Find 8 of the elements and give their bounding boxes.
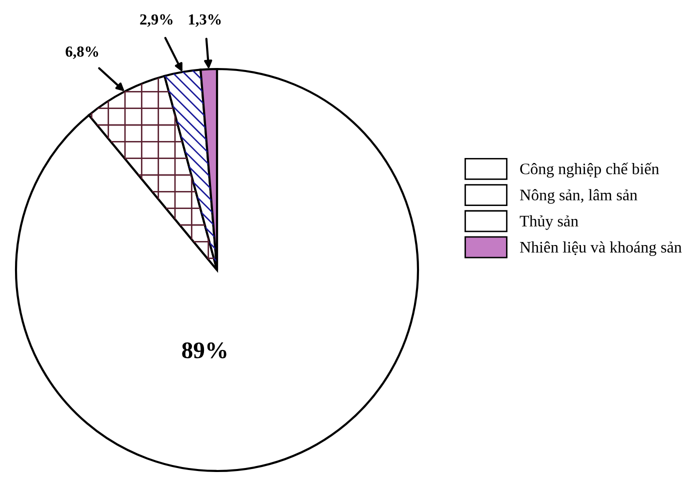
data-label: 6,8% (66, 46, 98, 59)
legend-label: Công nghiệp chế biến (520, 162, 660, 178)
legend-label: Nhiên liệu và khoáng sản (520, 241, 682, 256)
data-label: 1,3% (188, 14, 221, 27)
data-label: 89% (182, 342, 226, 358)
legend-label: Nông sản, lâm sản (520, 189, 638, 204)
data-label: 2,9% (140, 14, 172, 27)
legend-label: Thủy sản (520, 215, 578, 230)
